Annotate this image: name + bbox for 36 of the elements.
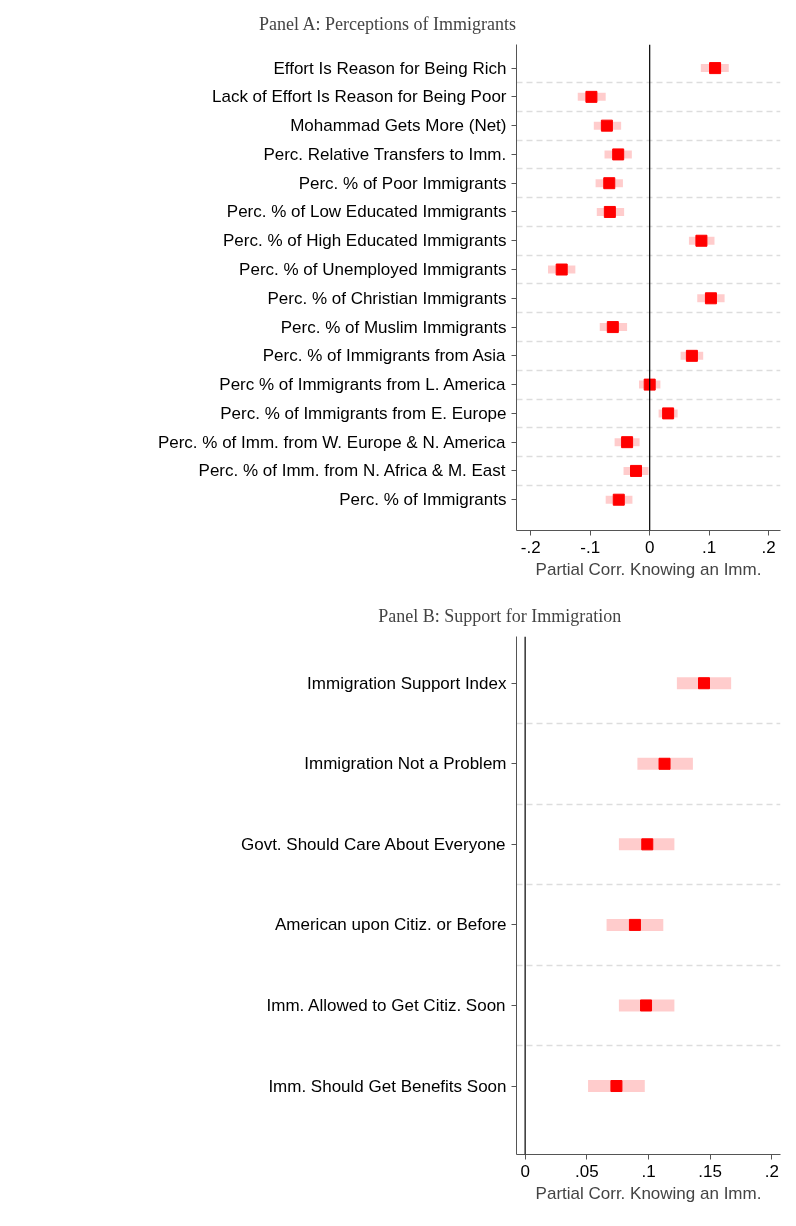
y-tick-label: Perc. % of Imm. from W. Europe & N. America [157,432,507,452]
y-tick-label: Perc. % of Muslim Immigrants [280,317,507,337]
y-tick-label: Lack of Effort Is Reason for Being Poor [211,87,507,107]
x-tick-label: .1 [641,1161,656,1181]
x-tick-label: .1 [702,537,717,557]
y-tick-label: Perc. % of Low Educated Immigrants [226,202,507,222]
x-tick-label: 0 [644,537,655,557]
x-tick-label: .15 [698,1161,723,1181]
y-tick-label: Imm. Allowed to Get Citiz. Soon [266,995,506,1015]
y-tick-label: Imm. Should Get Benefits Soon [268,1076,507,1096]
y-tick-label: Perc. % of Immigrants from Asia [262,346,507,366]
y-tick-label: Perc. % of Immigrants [339,490,507,510]
y-tick-label: Immigration Not a Problem [304,754,507,774]
y-tick-label: Govt. Should Care About Everyone [240,834,506,854]
y-tick-label: Perc. % of Immigrants from E. Europe [220,403,507,423]
y-tick-label: American upon Citiz. or Before [275,915,507,935]
y-tick-label: Perc % of Immigrants from L. America [219,375,507,395]
x-tick-label: -.2 [520,537,541,557]
chart-title: Panel A: Perceptions of Immigrants [259,13,517,34]
x-tick-label: .05 [575,1161,599,1181]
y-tick-label: Perc. % of High Educated Immigrants [223,231,507,251]
x-axis-title: Partial Corr. Knowing an Imm. [535,559,762,579]
y-tick-label: Effort Is Reason for Being Rich [273,58,507,78]
y-tick-label: Immigration Support Index [307,673,507,693]
y-tick-label: Perc. % of Imm. from N. Africa & M. East [198,461,506,481]
y-tick-label: Perc. % of Christian Immigrants [267,288,507,308]
y-tick-label: Perc. Relative Transfers to Imm. [263,144,507,164]
x-tick-label: .2 [761,537,776,557]
x-tick-label: .2 [764,1161,779,1181]
x-axis-title: Partial Corr. Knowing an Imm. [535,1183,762,1203]
y-tick-label: Mohammad Gets More (Net) [290,116,507,136]
y-tick-label: Perc. % of Poor Immigrants [298,173,507,193]
x-tick-label: -.1 [580,537,601,557]
x-tick-label: 0 [520,1161,530,1181]
chart-title: Panel B: Support for Immigration [378,605,622,626]
y-tick-label: Perc. % of Unemployed Immigrants [239,260,507,280]
